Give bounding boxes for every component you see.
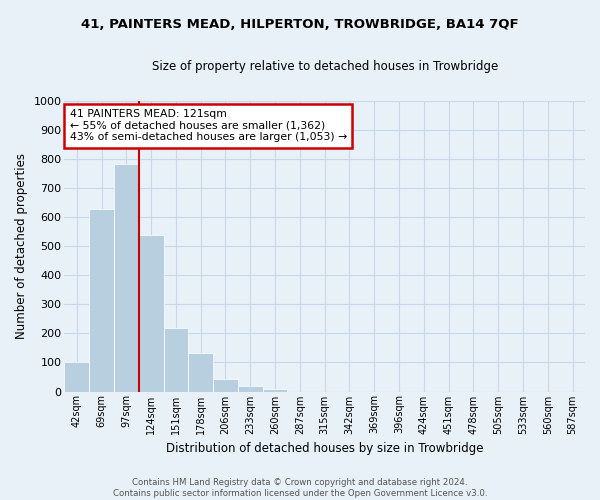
Y-axis label: Number of detached properties: Number of detached properties — [15, 153, 28, 339]
Bar — [64, 362, 89, 392]
Text: 41, PAINTERS MEAD, HILPERTON, TROWBRIDGE, BA14 7QF: 41, PAINTERS MEAD, HILPERTON, TROWBRIDGE… — [81, 18, 519, 30]
Bar — [238, 386, 263, 392]
Text: Contains HM Land Registry data © Crown copyright and database right 2024.
Contai: Contains HM Land Registry data © Crown c… — [113, 478, 487, 498]
Bar — [263, 388, 287, 392]
Bar — [188, 353, 213, 392]
Bar — [213, 380, 238, 392]
Title: Size of property relative to detached houses in Trowbridge: Size of property relative to detached ho… — [152, 60, 498, 73]
Bar — [139, 235, 164, 392]
Text: 41 PAINTERS MEAD: 121sqm
← 55% of detached houses are smaller (1,362)
43% of sem: 41 PAINTERS MEAD: 121sqm ← 55% of detach… — [70, 110, 347, 142]
X-axis label: Distribution of detached houses by size in Trowbridge: Distribution of detached houses by size … — [166, 442, 484, 455]
Bar — [164, 328, 188, 392]
Bar — [114, 164, 139, 392]
Bar — [89, 209, 114, 392]
